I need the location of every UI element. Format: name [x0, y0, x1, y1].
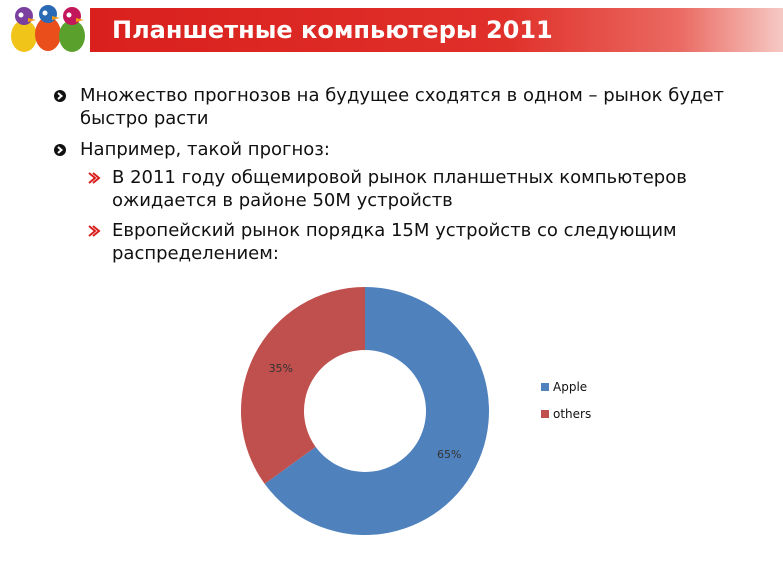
bullet-text: Например, такой прогноз: — [80, 139, 330, 160]
birds-logo-icon — [11, 5, 85, 52]
bullet-arrow-icon — [54, 144, 66, 156]
data-label: 35% — [269, 362, 293, 375]
sub-bullet-text: Европейский рынок порядка 15М устройств … — [112, 220, 677, 241]
sub-bullet-text: В 2011 году общемировой рынок планшетных… — [112, 167, 687, 188]
legend-swatch — [541, 410, 549, 418]
bullet-text: быстро расти — [80, 108, 209, 129]
slide-title: Планшетные компьютеры 2011 — [112, 16, 553, 44]
title-bar — [90, 8, 783, 52]
sub-bullet-chevron-icon — [88, 172, 101, 184]
legend-label: Apple — [553, 380, 587, 394]
sub-bullet-text: ожидается в районе 50М устройств — [112, 190, 453, 211]
legend-label: others — [553, 407, 591, 421]
sub-bullet-chevron-icon — [88, 225, 101, 237]
donut-slice-apple — [264, 287, 489, 535]
slide-header: Планшетные компьютеры 2011 — [0, 0, 783, 58]
donut-slice-others — [240, 287, 365, 484]
bullet-text: Множество прогнозов на будущее сходятся … — [80, 85, 725, 106]
sub-bullet-text: распределением: — [112, 243, 279, 264]
legend-swatch — [541, 383, 549, 391]
bullet-arrow-icon — [54, 90, 66, 102]
data-label: 65% — [437, 448, 461, 461]
